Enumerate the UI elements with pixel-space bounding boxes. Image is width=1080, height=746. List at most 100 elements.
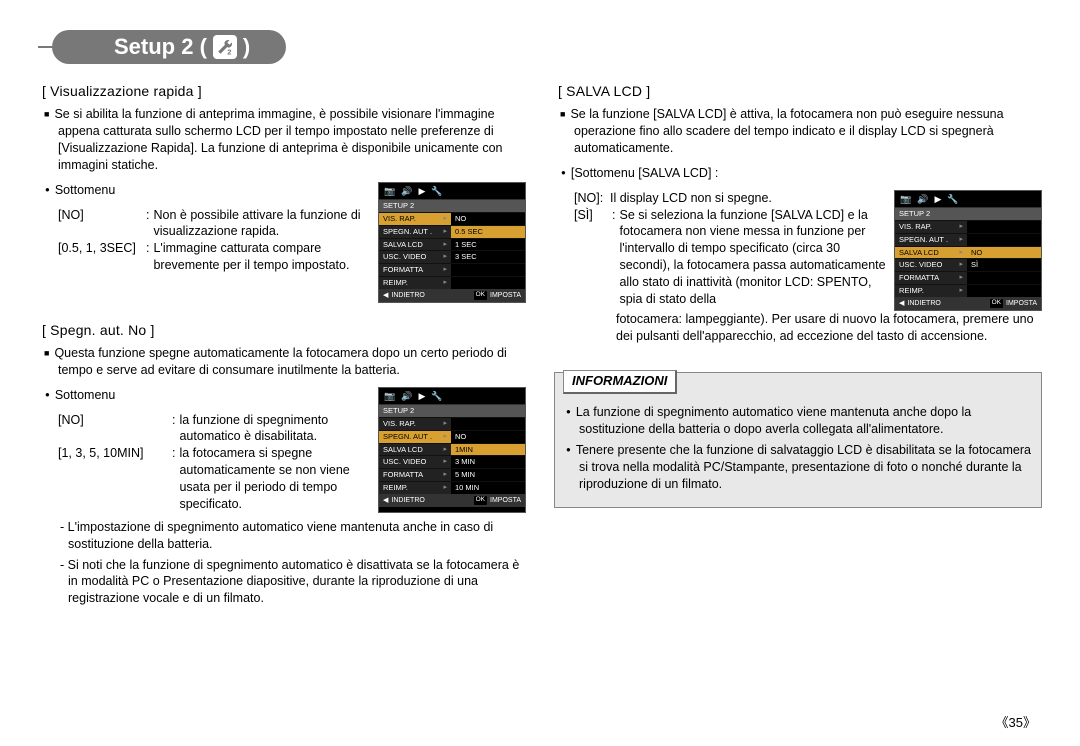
svg-text:2: 2 — [227, 48, 231, 57]
lcd-row-right — [967, 271, 1041, 284]
spegn-note-1: - L'impostazione di spegnimento automati… — [60, 519, 526, 553]
title-bar: Setup 2 ( 2 ) — [38, 30, 1042, 64]
title-prefix: Setup 2 ( — [114, 30, 207, 64]
vis-row-sec: [0.5, 1, 3SEC] : L'immagine catturata co… — [58, 240, 370, 274]
salva-body: [NO]: Il display LCD non si spegne. [SÌ]… — [554, 190, 1042, 311]
info-item-2: Tenere presente che la funzione di salva… — [579, 442, 1031, 493]
salva-row-si-key: [SÌ] — [574, 207, 610, 308]
lcd-iconrow: 📷🔊▶🔧 — [895, 191, 1041, 209]
vis-row-no-val: Non è possibile attivare la funzione di … — [153, 207, 370, 241]
lcd-row: SPEGN. AUT .▸ — [895, 233, 1041, 246]
lcd-vis-rapida: 📷🔊▶🔧SETUP 2VIS. RAP.▸NOSPEGN. AUT .▸0.5 … — [378, 182, 526, 303]
colon: : — [610, 207, 619, 308]
lcd-row: FORMATTA▸ — [895, 271, 1041, 284]
spegn-row-min-val: la fotocamera si spegne automaticamente … — [179, 445, 370, 513]
vis-row-sec-key: [0.5, 1, 3SEC] — [58, 240, 144, 274]
lcd-footer: ◀INDIETROOK IMPOSTA — [379, 494, 525, 507]
lcd-row: SPEGN. AUT .▸NO — [379, 430, 525, 443]
salva-textcol: [NO]: Il display LCD non si spegne. [SÌ]… — [554, 190, 886, 311]
lcd-row-right: 1MIN — [451, 443, 525, 456]
title-pill: Setup 2 ( 2 ) — [52, 30, 286, 64]
lcd-row-left: REIMP.▸ — [379, 276, 451, 289]
colon: : — [144, 240, 153, 274]
lcd-row-left: SALVA LCD▸ — [379, 443, 451, 456]
salva-sublabel: [Sottomenu [SALVA LCD] : — [574, 165, 1042, 182]
lcd-row: SALVA LCD▸1MIN — [379, 443, 525, 456]
vis-rapida-body: Sottomenu [NO] : Non è possibile attivar… — [38, 182, 526, 303]
salva-row-si-val: Se si seleziona la funzione [SALVA LCD] … — [619, 207, 886, 308]
lcd-footer: ◀INDIETROOK IMPOSTA — [895, 297, 1041, 310]
lcd-row-left: USC. VIDEO▸ — [379, 250, 451, 263]
wrench-2-icon: 2 — [213, 35, 237, 59]
lcd-row: SPEGN. AUT .▸0.5 SEC — [379, 225, 525, 238]
vis-rapida-textcol: Sottomenu [NO] : Non è possibile attivar… — [38, 182, 370, 303]
lcd-row-right — [451, 263, 525, 276]
colon: : — [170, 445, 179, 513]
spegn-textcol: Sottomenu [NO] : la funzione di spegnime… — [38, 387, 370, 513]
page-number: 《35》 — [996, 715, 1036, 732]
lcd-row: USC. VIDEO▸SÌ — [895, 258, 1041, 271]
lcd-spegn: 📷🔊▶🔧SETUP 2VIS. RAP.▸SPEGN. AUT .▸NOSALV… — [378, 387, 526, 513]
lcd-salva: 📷🔊▶🔧SETUP 2VIS. RAP.▸SPEGN. AUT .▸SALVA … — [894, 190, 1042, 311]
lcd-row-left: SALVA LCD▸ — [379, 238, 451, 251]
columns: [ Visualizzazione rapida ] Se si abilita… — [38, 78, 1042, 607]
lcd-row-left: FORMATTA▸ — [379, 468, 451, 481]
left-column: [ Visualizzazione rapida ] Se si abilita… — [38, 78, 526, 607]
salva-row-si: [SÌ] : Se si seleziona la funzione [SALV… — [574, 207, 886, 308]
section-spegn-title: [ Spegn. aut. No ] — [42, 321, 526, 339]
spegn-row-min: [1, 3, 5, 10MIN] : la fotocamera si speg… — [58, 445, 370, 513]
salva-row-no-val: Il display LCD non si spegne. — [610, 190, 772, 207]
colon: : — [144, 207, 153, 241]
lcd-row: REIMP.▸ — [895, 284, 1041, 297]
vis-rapida-sublabel: Sottomenu — [58, 182, 370, 199]
lcd-row-left: SPEGN. AUT .▸ — [379, 430, 451, 443]
lcd-row-right — [967, 220, 1041, 233]
vis-row-sec-val: L'immagine catturata compare brevemente … — [153, 240, 370, 274]
spegn-row-min-key: [1, 3, 5, 10MIN] — [58, 445, 170, 513]
salva-row-no-key: [NO]: — [574, 190, 610, 207]
lcd-iconrow: 📷🔊▶🔧 — [379, 183, 525, 201]
lcd-footer: ◀INDIETROOK IMPOSTA — [379, 289, 525, 302]
lcd-row: SALVA LCD▸1 SEC — [379, 238, 525, 251]
colon: : — [170, 412, 179, 446]
lcd-row: USC. VIDEO▸3 MIN — [379, 455, 525, 468]
vis-row-no: [NO] : Non è possibile attivare la funzi… — [58, 207, 370, 241]
lcd-row-right: SÌ — [967, 258, 1041, 271]
lcd-row-right: 3 MIN — [451, 455, 525, 468]
vis-row-no-key: [NO] — [58, 207, 144, 241]
lcd-row-left: USC. VIDEO▸ — [895, 258, 967, 271]
lcd-row-left: FORMATTA▸ — [895, 271, 967, 284]
spegn-row-no: [NO] : la funzione di spegnimento automa… — [58, 412, 370, 446]
spegn-row-no-val: la funzione di spegnimento automatico è … — [179, 412, 370, 446]
lcd-row-left: VIS. RAP.▸ — [895, 220, 967, 233]
info-title: INFORMAZIONI — [563, 370, 677, 394]
lcd-row: VIS. RAP.▸ — [895, 220, 1041, 233]
info-item-1: La funzione di spegnimento automatico vi… — [579, 404, 1031, 438]
lcd-row-right: NO — [451, 212, 525, 225]
page: Setup 2 ( 2 ) [ Visualizzazione rapida ]… — [0, 0, 1080, 607]
lcd-row: USC. VIDEO▸3 SEC — [379, 250, 525, 263]
lcd-title: SETUP 2 — [895, 208, 1041, 220]
lcd-row-right — [967, 284, 1041, 297]
lcd-row-right — [967, 233, 1041, 246]
vis-rapida-desc: Se si abilita la funzione di anteprima i… — [58, 106, 526, 174]
salva-row-no: [NO]: Il display LCD non si spegne. — [574, 190, 886, 207]
spegn-desc: Questa funzione spegne automaticamente l… — [58, 345, 526, 379]
lcd-row-right — [451, 276, 525, 289]
spegn-body: Sottomenu [NO] : la funzione di spegnime… — [38, 387, 526, 513]
lcd-row-left: VIS. RAP.▸ — [379, 212, 451, 225]
lcd-title: SETUP 2 — [379, 200, 525, 212]
lcd-row-left: REIMP.▸ — [895, 284, 967, 297]
lcd-row: REIMP.▸ — [379, 276, 525, 289]
lcd-row-right — [451, 417, 525, 430]
lcd-row-left: FORMATTA▸ — [379, 263, 451, 276]
lcd-title: SETUP 2 — [379, 405, 525, 417]
lcd-row: VIS. RAP.▸NO — [379, 212, 525, 225]
lcd-row-left: SALVA LCD▸ — [895, 246, 967, 259]
section-salva-title: [ SALVA LCD ] — [558, 82, 1042, 100]
lcd-row: SALVA LCD▸NO — [895, 246, 1041, 259]
lcd-row-left: SPEGN. AUT .▸ — [895, 233, 967, 246]
title-suffix: ) — [243, 30, 250, 64]
lcd-row-right: 3 SEC — [451, 250, 525, 263]
lcd-row-left: USC. VIDEO▸ — [379, 455, 451, 468]
